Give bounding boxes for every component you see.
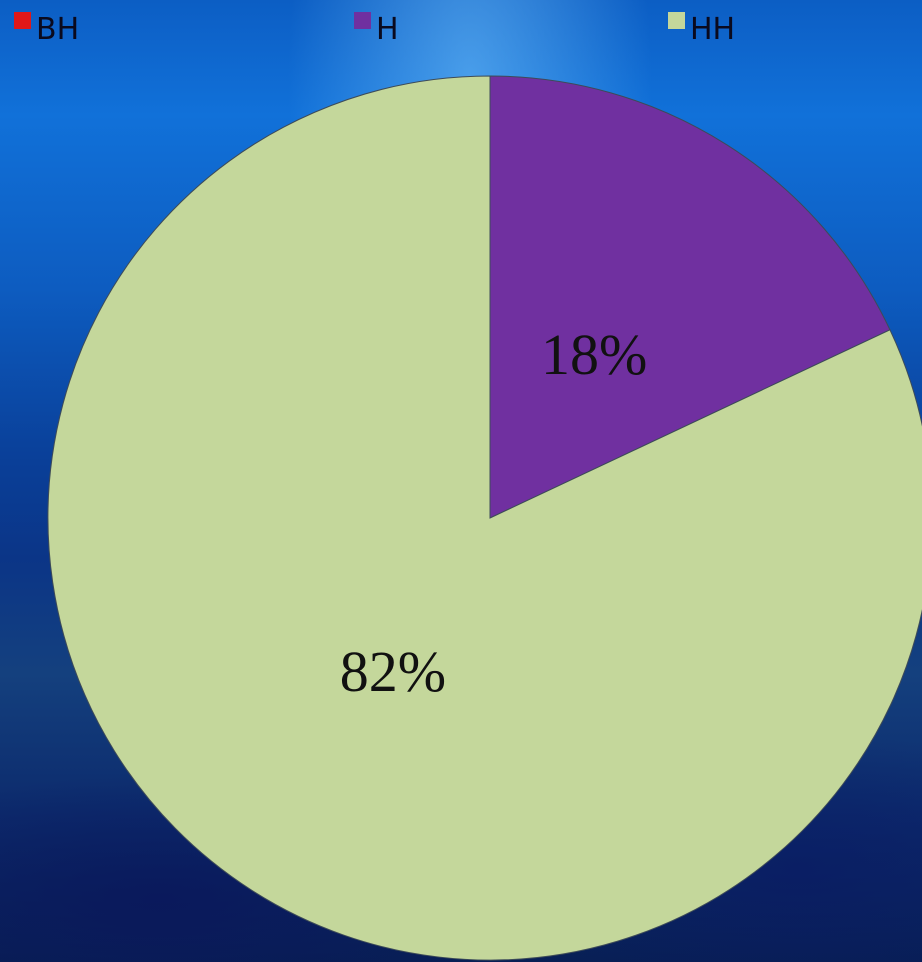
pie-slice-3 <box>47 75 922 961</box>
pie-slices <box>47 75 922 961</box>
data-label-2: 18% <box>541 322 647 387</box>
legend-swatch-1 <box>14 12 31 29</box>
pie-slice-2 <box>489 75 891 519</box>
legend: ВН Н НН <box>14 12 735 47</box>
legend-swatch-3 <box>668 12 685 29</box>
data-label-3: 82% <box>340 639 446 704</box>
legend-label-2: Н <box>376 12 399 47</box>
data-labels: 18% 82% <box>340 322 648 704</box>
legend-swatch-2 <box>354 12 371 29</box>
legend-label-3: НН <box>690 12 735 47</box>
legend-label-1: ВН <box>36 12 79 47</box>
